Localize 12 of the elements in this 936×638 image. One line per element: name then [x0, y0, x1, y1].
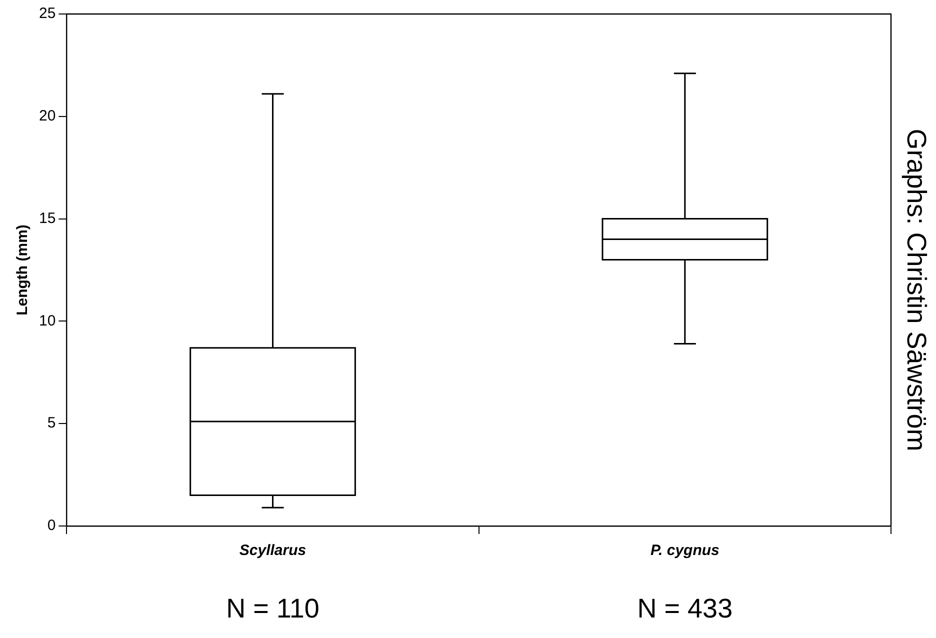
y-axis-title: Length (mm)	[14, 224, 32, 316]
text: N = 110	[226, 593, 320, 624]
y-tick-label: 15	[38, 210, 56, 227]
y-tick-label: 25	[38, 5, 56, 22]
y-tick-label: 10	[38, 312, 56, 330]
x-tick-label: Scyllarus	[239, 542, 306, 560]
y-tick-label: 20	[38, 108, 56, 125]
text: N = 433	[637, 593, 733, 624]
x-tick-label: P. cygnus	[650, 542, 720, 560]
text: Graphs: Christin Säwström	[902, 128, 932, 452]
y-tick-label: 5	[47, 414, 56, 432]
y-tick-label: 0	[47, 517, 56, 534]
